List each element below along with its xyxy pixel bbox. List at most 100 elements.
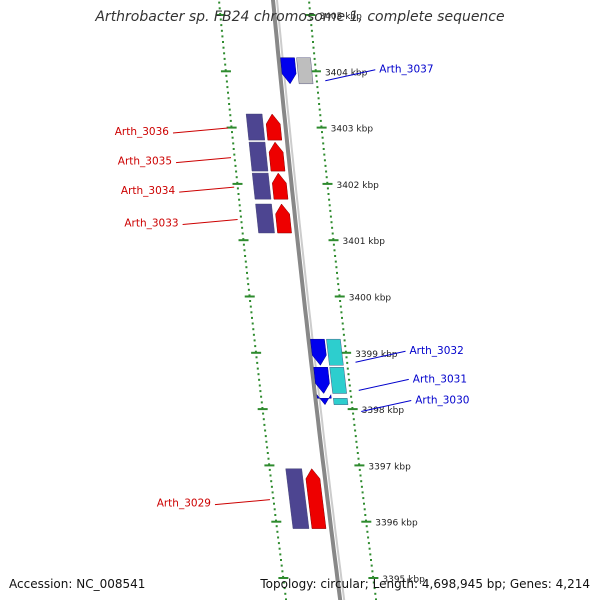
tick-dot-right bbox=[341, 316, 343, 319]
tick-dot-right bbox=[356, 446, 359, 449]
tick-dot-left bbox=[274, 514, 277, 516]
orf-band bbox=[329, 367, 347, 394]
backbone-shadow bbox=[275, 0, 346, 600]
tick-label: 3399 kbp bbox=[355, 350, 398, 360]
tick-dot-right bbox=[334, 260, 337, 263]
tick-dot-left bbox=[249, 305, 252, 308]
tick-dot-left bbox=[233, 159, 236, 162]
tick-dot-right bbox=[370, 559, 372, 561]
tick-dot-right bbox=[356, 452, 359, 454]
cds-arrow bbox=[305, 468, 327, 529]
tick-dot-right bbox=[354, 429, 357, 432]
tick-dot-left bbox=[271, 491, 274, 494]
tick-dot-right bbox=[318, 103, 321, 105]
cds-arrow bbox=[280, 57, 297, 85]
tick-dot-left bbox=[269, 474, 272, 477]
tick-dot-left bbox=[281, 570, 284, 573]
tick-dot-right bbox=[309, 18, 312, 21]
tick-dot-left bbox=[251, 316, 253, 319]
tick-dot-right bbox=[338, 294, 341, 297]
tick-dot-right bbox=[315, 74, 318, 77]
tick-dot-left bbox=[225, 80, 228, 83]
tick-dot-right bbox=[339, 300, 342, 302]
tick-dot-left bbox=[273, 508, 276, 511]
gene-leader bbox=[325, 69, 376, 82]
tick-dot-right bbox=[321, 131, 323, 134]
tick-dot-left bbox=[282, 575, 285, 578]
map-title: Arthrobacter sp. FB24 chromosome 1, comp… bbox=[95, 9, 505, 25]
tick-dot-left bbox=[228, 103, 231, 105]
tick-label: 3395 kbp bbox=[382, 575, 425, 585]
tick-dot-right bbox=[358, 468, 361, 471]
tick-dot-left bbox=[219, 12, 222, 15]
tick-dot-left bbox=[283, 587, 286, 590]
tick-dot-left bbox=[238, 198, 241, 201]
tick-dot-right bbox=[352, 412, 355, 415]
tick-dot-right bbox=[331, 232, 334, 235]
tick-dot-left bbox=[262, 418, 265, 421]
tick-dot-left bbox=[235, 170, 238, 173]
tick-dot-right bbox=[364, 514, 367, 516]
tick-dot-left bbox=[225, 74, 228, 77]
tick-dot-right bbox=[348, 384, 351, 387]
cds-arrow bbox=[275, 203, 292, 234]
tick-dot-left bbox=[254, 350, 257, 353]
tick-label: 3397 kbp bbox=[368, 462, 411, 472]
tick-dot-left bbox=[250, 311, 253, 314]
tick-dot-left bbox=[234, 164, 237, 167]
tick-dot-left bbox=[227, 97, 230, 100]
tick-dot-left bbox=[253, 339, 256, 342]
tick-dot-left bbox=[252, 328, 255, 331]
sequence-summary: Topology: circular; Length: 4,698,945 bp… bbox=[260, 577, 590, 591]
tick-dot-right bbox=[346, 361, 349, 364]
tick-dot-left bbox=[240, 221, 243, 224]
tick-dot-left bbox=[264, 429, 267, 432]
tick-dot-left bbox=[252, 333, 255, 336]
tick-dot-left bbox=[284, 592, 287, 595]
tick-dot-right bbox=[333, 249, 336, 252]
tick-dot-right bbox=[312, 41, 314, 43]
tick-dot-right bbox=[332, 238, 335, 241]
tick-dot-right bbox=[331, 226, 334, 229]
tick-dot-left bbox=[223, 57, 226, 60]
tick-dot-left bbox=[260, 395, 263, 398]
tick-dot-right bbox=[363, 502, 365, 505]
tick-dot-right bbox=[366, 530, 369, 533]
tick-dot-left bbox=[227, 91, 229, 94]
tick-dot-left bbox=[249, 300, 252, 302]
cds-arrow bbox=[313, 367, 330, 394]
gene-label: Arth_3032 bbox=[410, 345, 464, 357]
tick-dot-left bbox=[228, 108, 231, 111]
tick-dot-right bbox=[342, 333, 345, 336]
tick-dot-right bbox=[336, 271, 338, 274]
tick-dot-left bbox=[259, 390, 262, 393]
tick-dot-left bbox=[244, 260, 247, 263]
tick-dot-left bbox=[258, 384, 261, 387]
tick-dot-left bbox=[247, 288, 250, 291]
tick-dot-left bbox=[280, 559, 282, 561]
tick-dot-right bbox=[348, 378, 351, 381]
tick-label: 3404 kbp bbox=[325, 68, 368, 78]
gene-label: Arth_3037 bbox=[379, 64, 433, 76]
tick-dot-right bbox=[309, 12, 312, 15]
tick-dot-right bbox=[308, 1, 311, 4]
tick-dot-right bbox=[330, 221, 333, 224]
tick-dot-right bbox=[352, 418, 355, 421]
tick-label: 3405 kbp bbox=[319, 12, 362, 22]
tick-label: 3401 kbp bbox=[343, 237, 386, 247]
tick-dot-left bbox=[226, 86, 229, 89]
tick-dot-right bbox=[361, 491, 364, 494]
gene-label: Arth_3031 bbox=[413, 373, 467, 385]
tick-dot-left bbox=[266, 446, 269, 449]
tick-dot-left bbox=[248, 294, 251, 297]
tick-dot-left bbox=[255, 356, 258, 359]
tick-dot-right bbox=[329, 215, 332, 218]
gene-label: Arth_3035 bbox=[118, 156, 172, 168]
tick-dot-right bbox=[337, 283, 340, 286]
feature-layer bbox=[245, 57, 349, 529]
gene-label: Arth_3029 bbox=[157, 498, 211, 510]
tick-dot-left bbox=[276, 530, 279, 533]
tick-dot-right bbox=[359, 474, 362, 477]
gene-leader bbox=[176, 157, 232, 164]
